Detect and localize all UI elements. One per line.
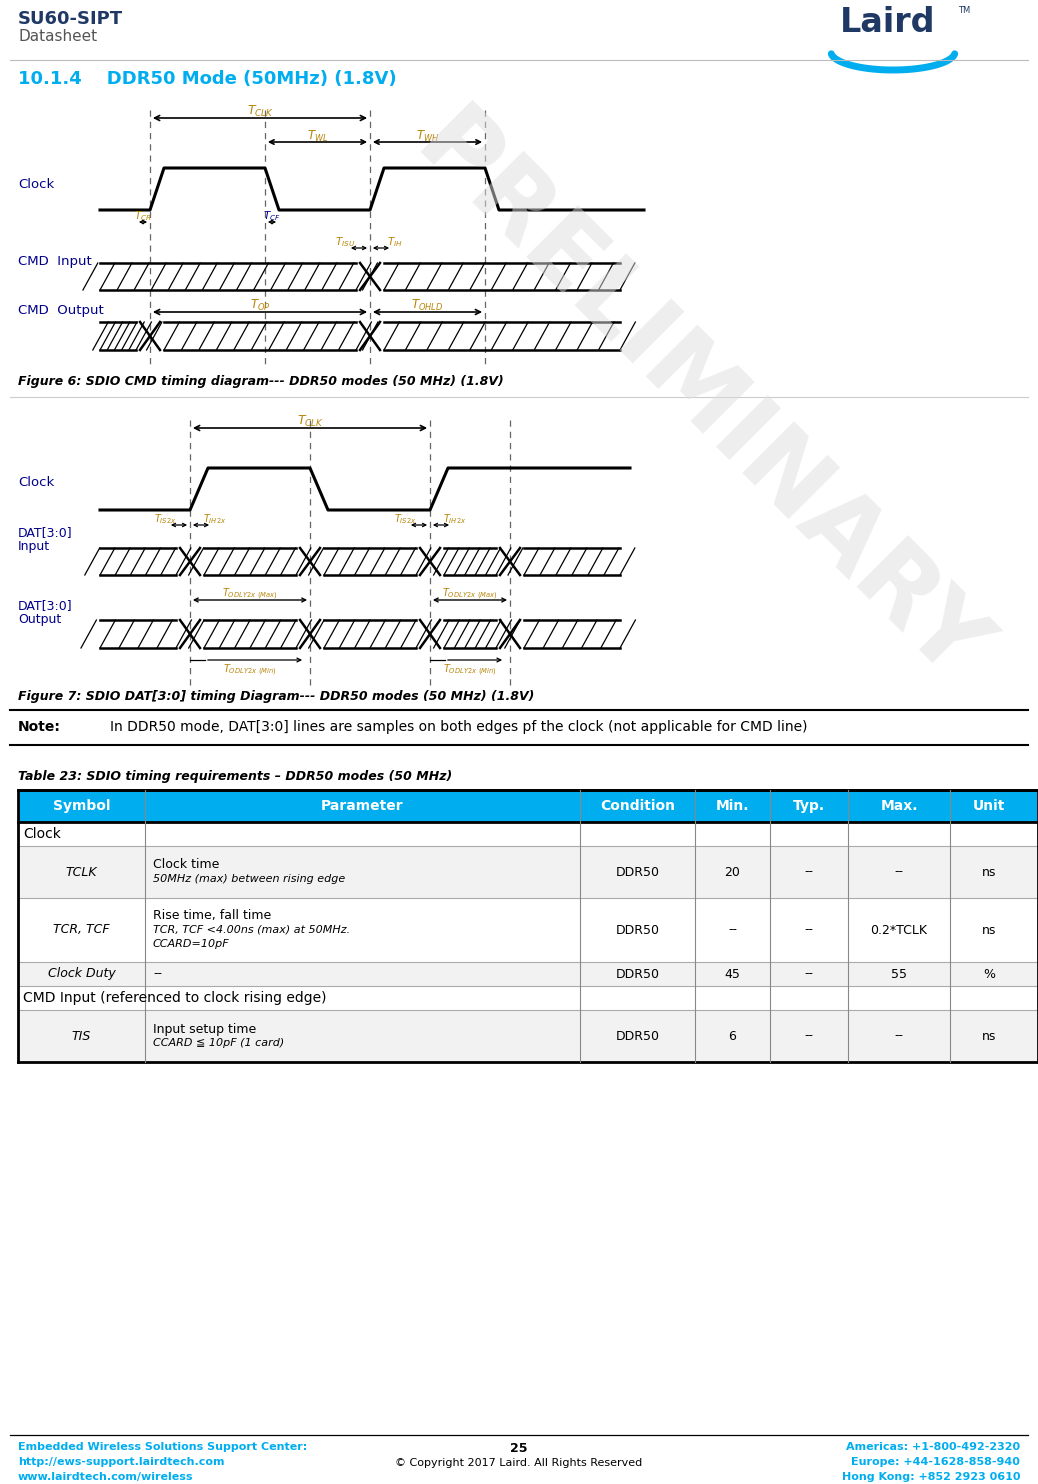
Text: $T_{WH}$: $T_{WH}$ xyxy=(416,129,439,144)
Text: 6: 6 xyxy=(729,1030,736,1042)
Bar xyxy=(18,962,1038,985)
Text: DDR50: DDR50 xyxy=(616,865,659,879)
Text: Clock: Clock xyxy=(23,827,61,841)
Text: $T_{CLK}$: $T_{CLK}$ xyxy=(297,414,324,429)
Text: --: -- xyxy=(728,923,737,936)
Text: CMD  Output: CMD Output xyxy=(18,304,104,318)
Bar xyxy=(18,898,1038,962)
Text: © Copyright 2017 Laird. All Rights Reserved: © Copyright 2017 Laird. All Rights Reser… xyxy=(395,1457,643,1468)
Bar xyxy=(18,985,1038,1011)
Text: CMD Input (referenced to clock rising edge): CMD Input (referenced to clock rising ed… xyxy=(23,991,327,1005)
Text: Symbol: Symbol xyxy=(53,798,110,813)
Text: Figure 6: SDIO CMD timing diagram--- DDR50 modes (50 MHz) (1.8V): Figure 6: SDIO CMD timing diagram--- DDR… xyxy=(18,375,503,387)
Text: Clock time: Clock time xyxy=(153,859,219,871)
Text: DDR50: DDR50 xyxy=(616,1030,659,1042)
Text: TCR, TCF <4.00ns (max) at 50MHz.: TCR, TCF <4.00ns (max) at 50MHz. xyxy=(153,925,350,935)
Text: 10.1.4    DDR50 Mode (50MHz) (1.8V): 10.1.4 DDR50 Mode (50MHz) (1.8V) xyxy=(18,70,397,88)
Text: Embedded Wireless Solutions Support Center:
http://ews-support.lairdtech.com
www: Embedded Wireless Solutions Support Cent… xyxy=(18,1442,307,1481)
Text: SU60-SIPT: SU60-SIPT xyxy=(18,10,124,28)
Bar xyxy=(18,789,1038,822)
Text: ns: ns xyxy=(982,1030,996,1042)
Text: Output: Output xyxy=(18,613,61,626)
Text: $T_{ISU}$: $T_{ISU}$ xyxy=(335,234,355,249)
Text: %: % xyxy=(983,968,995,981)
Bar xyxy=(18,846,1038,898)
Text: Note:: Note: xyxy=(18,720,61,735)
Text: Americas: +1-800-492-2320
Europe: +44-1628-858-940
Hong Kong: +852 2923 0610: Americas: +1-800-492-2320 Europe: +44-16… xyxy=(842,1442,1020,1481)
Text: $T_{ODLY2x\ (Min)}$: $T_{ODLY2x\ (Min)}$ xyxy=(443,663,497,678)
Text: PRELIMINARY: PRELIMINARY xyxy=(397,96,1003,703)
Bar xyxy=(18,1011,1038,1063)
Text: CCARD=10pF: CCARD=10pF xyxy=(153,939,229,948)
Text: ns: ns xyxy=(982,923,996,936)
Text: --: -- xyxy=(804,1030,814,1042)
Text: $T_{CF}$: $T_{CF}$ xyxy=(264,209,281,223)
Text: --: -- xyxy=(153,968,162,981)
Text: Datasheet: Datasheet xyxy=(18,30,98,45)
Text: Parameter: Parameter xyxy=(321,798,404,813)
Text: $T_{ODLY2x\ (Max)}$: $T_{ODLY2x\ (Max)}$ xyxy=(442,588,498,603)
Text: --: -- xyxy=(804,865,814,879)
Text: 50MHz (max) between rising edge: 50MHz (max) between rising edge xyxy=(153,874,346,884)
Text: 25: 25 xyxy=(511,1442,527,1454)
Text: Input setup time: Input setup time xyxy=(153,1022,256,1036)
Text: Typ.: Typ. xyxy=(793,798,825,813)
Text: $T_{ODLY2x\ (Max)}$: $T_{ODLY2x\ (Max)}$ xyxy=(222,588,278,603)
Text: $T_{IH2x}$: $T_{IH2x}$ xyxy=(443,512,467,525)
Text: --: -- xyxy=(895,1030,903,1042)
Text: 45: 45 xyxy=(725,968,740,981)
Text: TM: TM xyxy=(958,6,971,15)
Text: TIS: TIS xyxy=(72,1030,91,1042)
Text: CMD  Input: CMD Input xyxy=(18,255,91,269)
Text: CCARD ≦ 10pF (1 card): CCARD ≦ 10pF (1 card) xyxy=(153,1037,284,1048)
Text: Clock: Clock xyxy=(18,178,54,190)
Text: $T_{OP}$: $T_{OP}$ xyxy=(250,298,270,313)
Text: DDR50: DDR50 xyxy=(616,923,659,936)
Text: In DDR50 mode, DAT[3:0] lines are samples on both edges pf the clock (not applic: In DDR50 mode, DAT[3:0] lines are sample… xyxy=(110,720,808,735)
Text: DAT[3:0]: DAT[3:0] xyxy=(18,525,73,539)
Text: 55: 55 xyxy=(891,968,907,981)
Text: $T_{IH2x}$: $T_{IH2x}$ xyxy=(203,512,226,525)
Text: Rise time, fall time: Rise time, fall time xyxy=(153,910,271,923)
Text: TCR, TCF: TCR, TCF xyxy=(53,923,110,936)
Text: TCLK: TCLK xyxy=(65,865,98,879)
Text: $T_{IS2x}$: $T_{IS2x}$ xyxy=(154,512,176,525)
Text: Clock Duty: Clock Duty xyxy=(48,968,115,981)
Text: Max.: Max. xyxy=(880,798,918,813)
Text: Clock: Clock xyxy=(18,476,54,490)
Text: --: -- xyxy=(804,968,814,981)
Text: 20: 20 xyxy=(725,865,740,879)
Text: ns: ns xyxy=(982,865,996,879)
Text: $T_{CLK}$: $T_{CLK}$ xyxy=(247,104,273,119)
Text: --: -- xyxy=(804,923,814,936)
Bar xyxy=(18,822,1038,846)
Text: $T_{IH}$: $T_{IH}$ xyxy=(387,234,403,249)
Text: --: -- xyxy=(895,865,903,879)
Text: DDR50: DDR50 xyxy=(616,968,659,981)
Text: $T_{IS2x}$: $T_{IS2x}$ xyxy=(393,512,416,525)
Text: Min.: Min. xyxy=(716,798,749,813)
Text: $T_{CR}$: $T_{CR}$ xyxy=(134,209,152,223)
Text: DAT[3:0]: DAT[3:0] xyxy=(18,600,73,611)
Text: $T_{ODLY2x\ (Min)}$: $T_{ODLY2x\ (Min)}$ xyxy=(223,663,277,678)
Text: Condition: Condition xyxy=(600,798,675,813)
Text: $T_{WL}$: $T_{WL}$ xyxy=(307,129,328,144)
Text: Laird: Laird xyxy=(840,6,935,39)
Text: Input: Input xyxy=(18,540,50,554)
Text: Unit: Unit xyxy=(973,798,1005,813)
Text: Table 23: SDIO timing requirements – DDR50 modes (50 MHz): Table 23: SDIO timing requirements – DDR… xyxy=(18,770,453,784)
Text: $T_{OHLD}$: $T_{OHLD}$ xyxy=(411,298,443,313)
Text: 0.2*TCLK: 0.2*TCLK xyxy=(871,923,928,936)
Text: Figure 7: SDIO DAT[3:0] timing Diagram--- DDR50 modes (50 MHz) (1.8V): Figure 7: SDIO DAT[3:0] timing Diagram--… xyxy=(18,690,535,703)
